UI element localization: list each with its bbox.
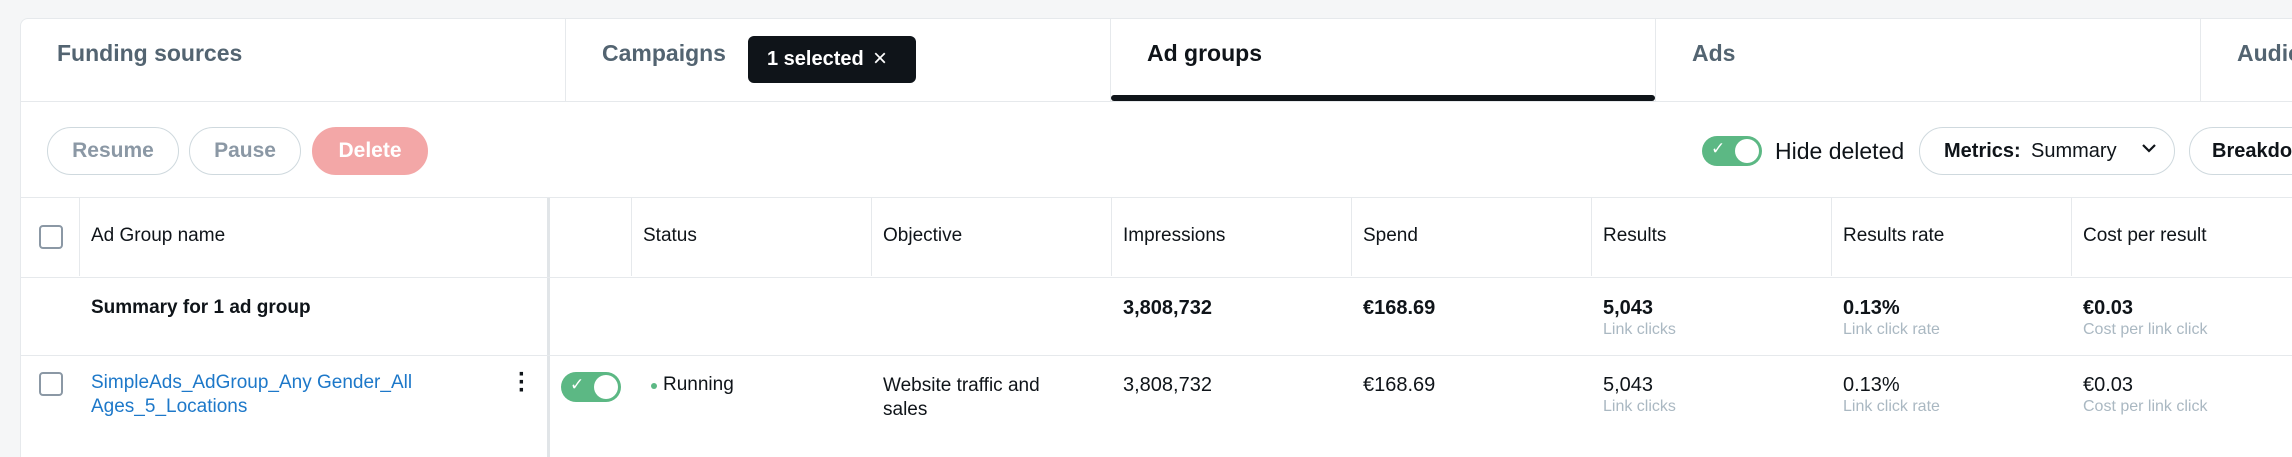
column-divider [2071,197,2072,276]
toggle-knob [594,375,618,399]
tab-ad-groups[interactable]: Ad groups [1111,19,1656,101]
metrics-dropdown[interactable]: Metrics: Summary [1919,127,2175,175]
results-rate-value: 0.13% [1843,374,1900,396]
more-options-icon[interactable]: · · · [518,361,526,404]
objective-text: Website traffic and sales [883,375,1040,420]
spend-value: €168.69 [1363,374,1436,396]
selected-count-label: 1 selected [767,48,864,70]
results-rate-sub: Link click rate [1843,398,1940,415]
summary-results: 5,043 [1603,297,1654,319]
check-icon: ✓ [570,375,585,394]
results-sub: Link clicks [1603,398,1676,415]
summary-impressions: 3,808,732 [1123,297,1212,319]
tab-funding-sources[interactable]: Funding sources [21,19,566,101]
check-icon: ✓ [1711,139,1726,158]
summary-spend: €168.69 [1363,297,1436,319]
status-dot-icon [651,383,657,389]
summary-results-sub: Link clicks [1603,321,1676,338]
toggle-knob [1735,139,1759,163]
cost-per-result-value: €0.03 [2083,374,2134,396]
ad-group-enabled-toggle[interactable]: ✓ [561,372,621,402]
column-divider [871,197,872,276]
row-checkbox[interactable] [39,372,63,396]
summary-row: Summary for 1 ad group 3,808,732 €168.69… [21,276,2292,356]
column-header-impressions[interactable]: Impressions [1123,225,1226,246]
table-row: SimpleAds_AdGroup_Any Gender_All Ages_5_… [21,355,2292,457]
tab-campaigns[interactable]: Campaigns [566,19,1111,101]
column-divider [631,197,632,276]
column-header-results-rate[interactable]: Results rate [1843,225,1945,246]
ad-groups-table: Ad Group name Status Objective Impressio… [21,197,2292,457]
tab-label: Audie [2237,40,2292,66]
breakdown-label: Breakdo [2212,140,2292,162]
cost-per-result-sub: Cost per link click [2083,398,2208,415]
summary-cost-per-result-sub: Cost per link click [2083,321,2208,338]
column-divider [1111,197,1112,276]
tab-label: Ads [1692,40,1736,66]
hide-deleted-toggle[interactable]: ✓ [1702,136,1762,166]
ads-manager-panel: Funding sources Campaigns 1 selected × A… [20,18,2292,457]
column-header-ad-group-name[interactable]: Ad Group name [91,225,226,246]
frozen-column-divider [547,197,550,457]
results-value: 5,043 [1603,374,1654,396]
column-header-objective[interactable]: Objective [883,225,963,246]
tab-label: Ad groups [1147,40,1262,66]
tab-audiences[interactable]: Audie [2201,19,2292,101]
ad-group-name-link[interactable]: SimpleAds_AdGroup_Any Gender_All Ages_5_… [91,372,413,417]
status-text: Running [663,374,734,395]
active-tab-indicator [1111,95,1655,101]
hide-deleted-label: Hide deleted [1775,138,1905,164]
summary-results-rate-sub: Link click rate [1843,321,1940,338]
chevron-down-icon [2142,144,2156,153]
pause-button[interactable]: Pause [189,127,301,175]
summary-label: Summary for 1 ad group [91,297,311,318]
column-header-status[interactable]: Status [643,225,697,246]
summary-cost-per-result: €0.03 [2083,297,2134,319]
column-divider [1831,197,1832,276]
select-all-checkbox[interactable] [39,225,63,249]
column-header-cost-per-result[interactable]: Cost per result [2083,225,2207,246]
impressions-value: 3,808,732 [1123,374,1212,396]
selected-count-chip: 1 selected × [748,36,916,83]
column-header-spend[interactable]: Spend [1363,225,1418,246]
tab-ads[interactable]: Ads [1656,19,2201,101]
tab-bar: Funding sources Campaigns 1 selected × A… [21,19,2292,102]
column-divider [1591,197,1592,276]
summary-results-rate: 0.13% [1843,297,1900,319]
metrics-value: Summary [2031,140,2117,162]
resume-button[interactable]: Resume [47,127,179,175]
metrics-label: Metrics: [1944,140,2021,162]
column-divider [1351,197,1352,276]
table-header-row: Ad Group name Status Objective Impressio… [21,197,2292,278]
breakdown-dropdown[interactable]: Breakdo [2189,127,2292,175]
tab-label: Campaigns [602,40,726,66]
delete-button[interactable]: Delete [312,127,428,175]
close-icon[interactable]: × [873,45,888,72]
tab-label: Funding sources [57,40,243,66]
column-divider [79,197,80,276]
column-header-results[interactable]: Results [1603,225,1667,246]
